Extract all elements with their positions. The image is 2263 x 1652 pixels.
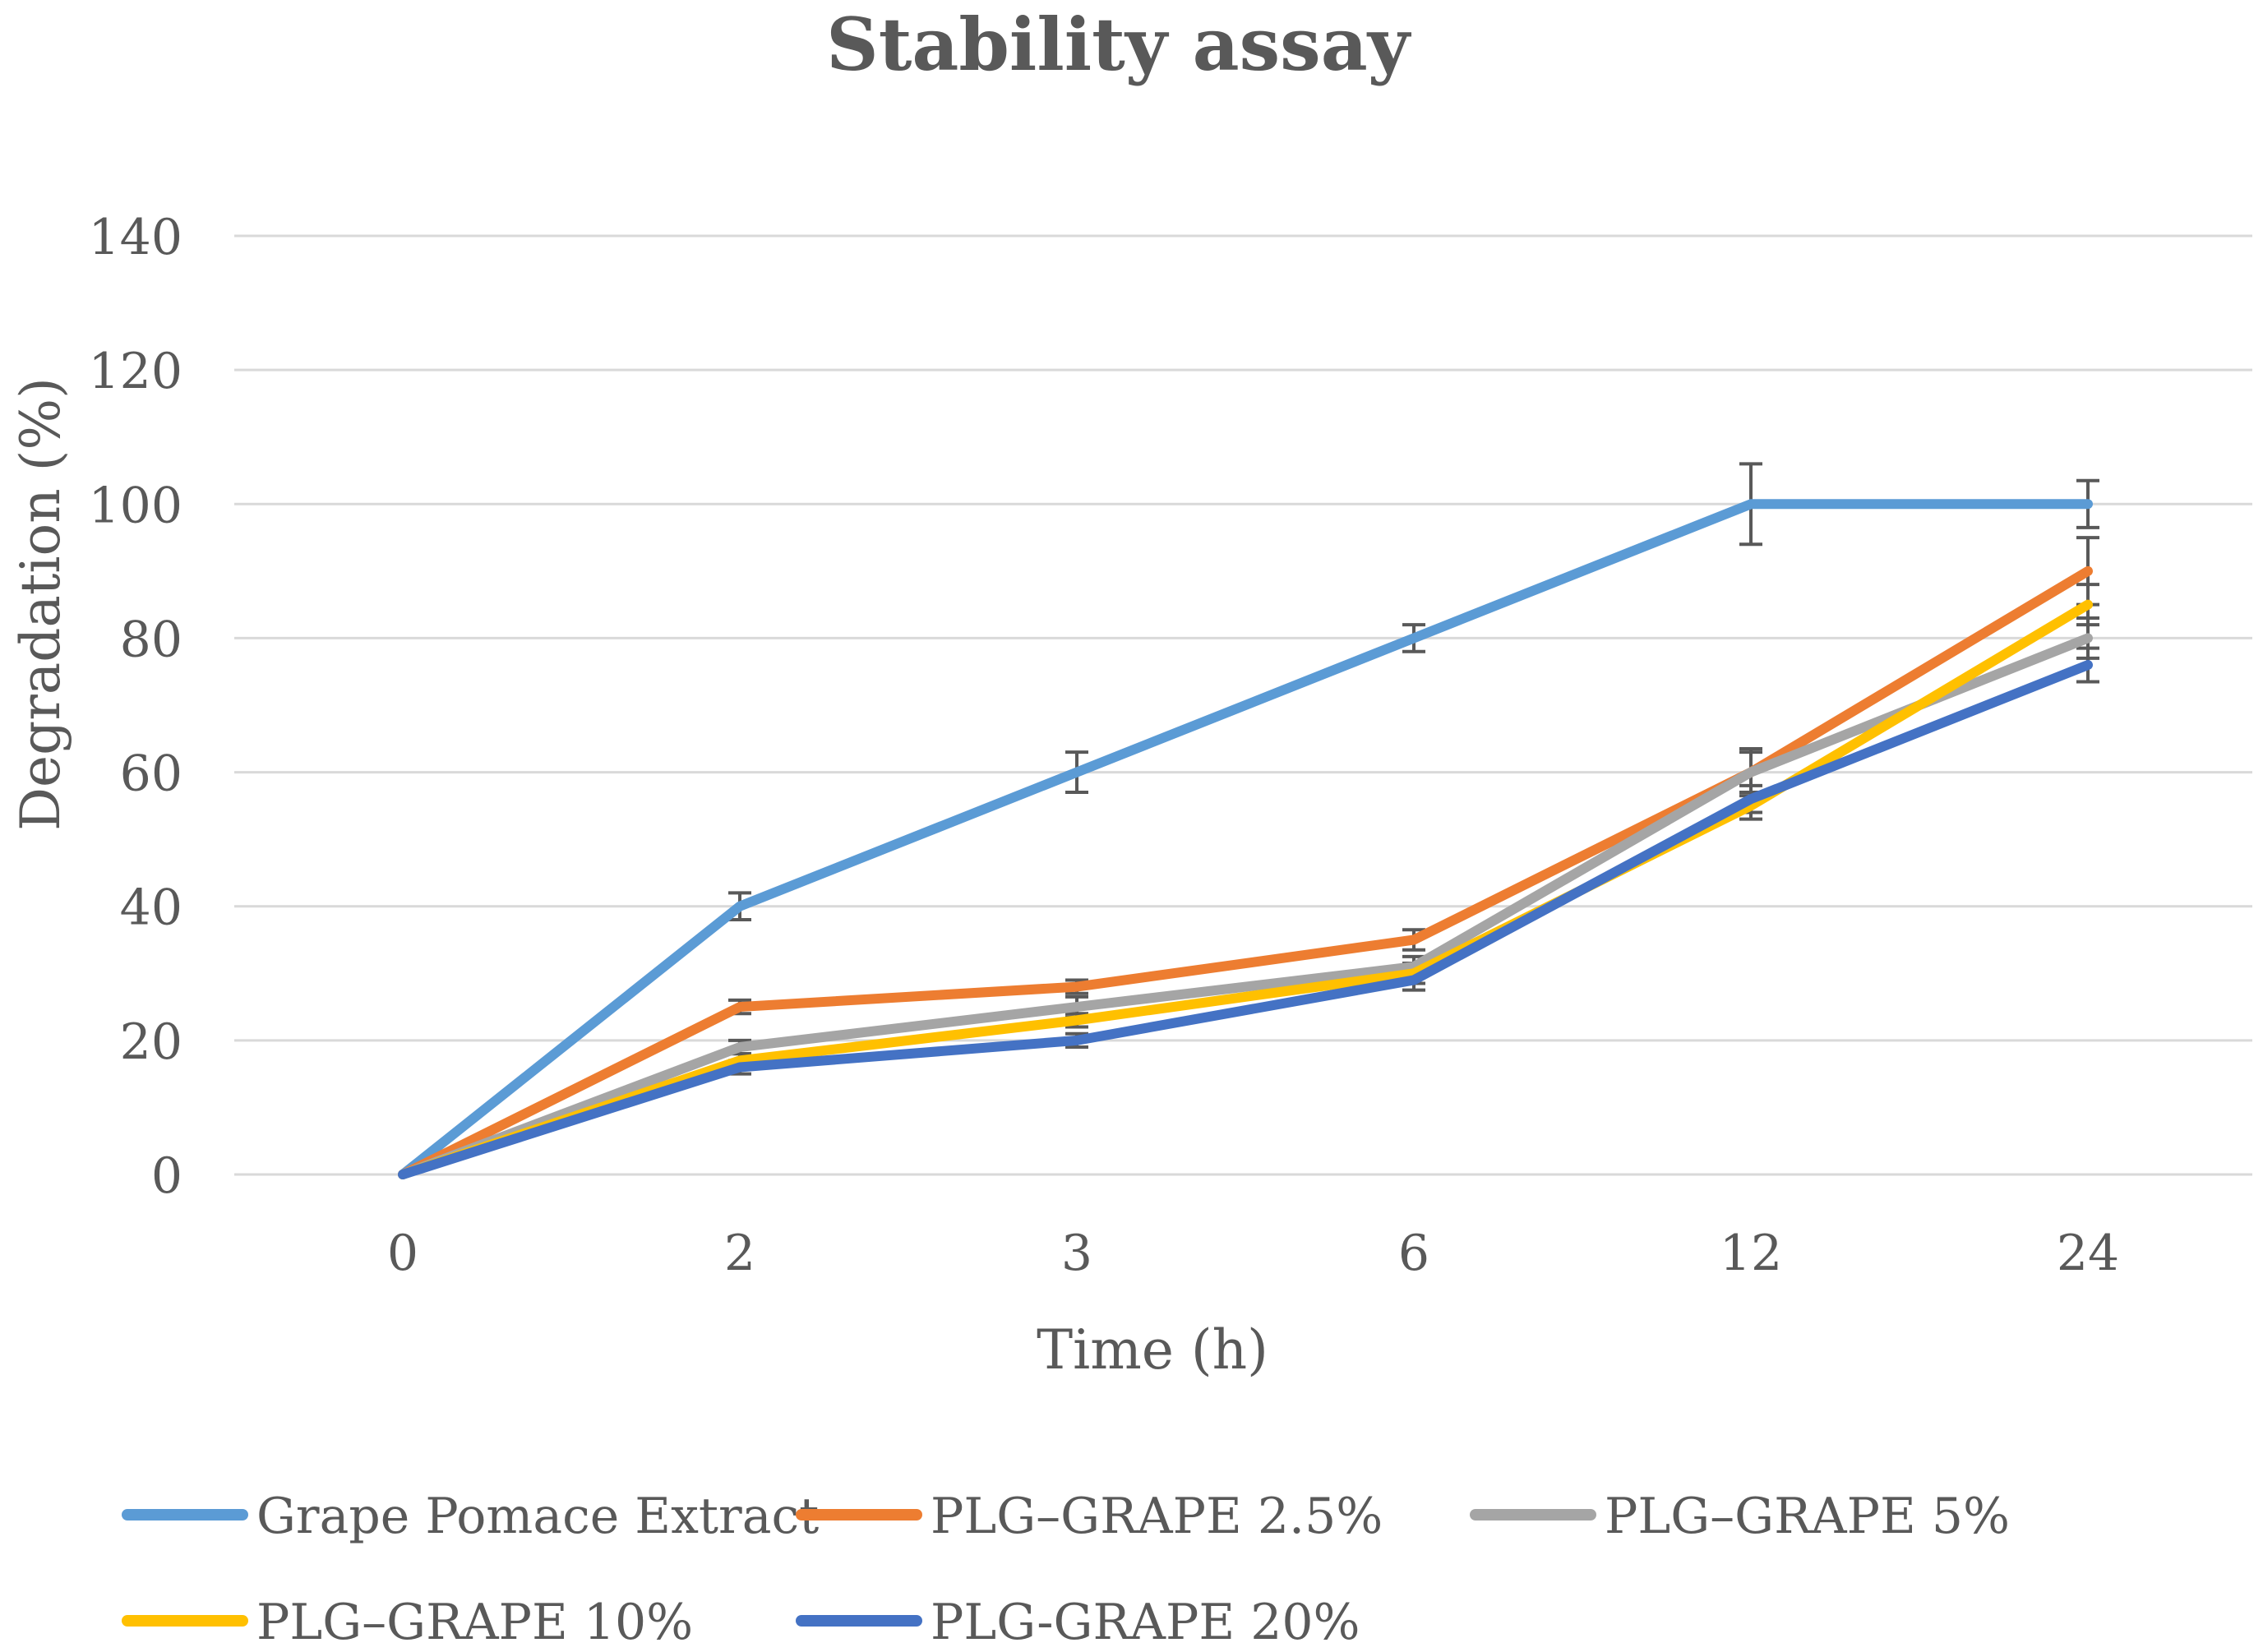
series-line-0 <box>398 499 2093 1179</box>
x-tick-label: 2 <box>724 1225 755 1282</box>
x-tick-label: 6 <box>1398 1225 1429 1282</box>
legend-label: PLG–GRAPE 10% <box>256 1594 693 1651</box>
series-line-1 <box>398 565 2093 1179</box>
y-tick-label: 60 <box>120 745 182 803</box>
y-tick-label: 20 <box>120 1013 182 1071</box>
y-tick-label: 80 <box>120 611 182 668</box>
x-tick-label: 3 <box>1061 1225 1092 1282</box>
legend-label: PLG–GRAPE 5% <box>1605 1488 2010 1545</box>
legend-item: PLG–GRAPE 2.5% <box>796 1488 1383 1545</box>
legend-label: PLG-GRAPE 20% <box>931 1594 1360 1651</box>
series-line-4 <box>398 660 2093 1179</box>
series-line-2 <box>398 633 2093 1179</box>
legend-label: Grape Pomace Extract <box>256 1488 819 1545</box>
legend-item: Grape Pomace Extract <box>122 1488 819 1545</box>
y-tick-label: 100 <box>88 477 182 534</box>
y-tick-label: 120 <box>88 343 182 400</box>
x-tick-label: 12 <box>1720 1225 1782 1282</box>
legend-item: PLG–GRAPE 5% <box>1470 1488 2010 1545</box>
y-tick-label: 40 <box>120 879 182 937</box>
legend-item: PLG–GRAPE 10% <box>122 1594 693 1651</box>
legend-label: PLG–GRAPE 2.5% <box>931 1488 1383 1545</box>
y-tick-label: 140 <box>88 209 182 266</box>
x-tick-label: 0 <box>387 1225 418 1282</box>
chart-title: Stability assay <box>826 2 1412 87</box>
y-axis-title: Degradation (%) <box>9 377 72 831</box>
x-axis-title: Time (h) <box>1037 1318 1268 1382</box>
x-tick-label: 24 <box>2057 1225 2119 1282</box>
legend-item: PLG-GRAPE 20% <box>796 1594 1360 1651</box>
y-tick-label: 0 <box>151 1147 182 1205</box>
